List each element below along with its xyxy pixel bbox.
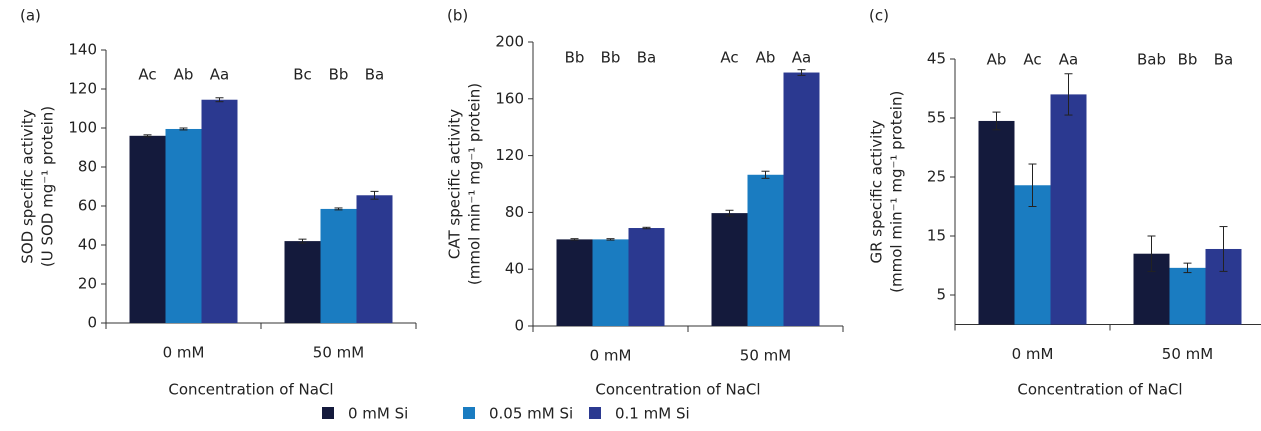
bar bbox=[556, 239, 593, 326]
y-tick-label: 140 bbox=[68, 41, 97, 59]
bar bbox=[978, 120, 1015, 325]
y-tick-label: 20 bbox=[78, 275, 97, 293]
x-axis-label: Concentration of NaCl bbox=[168, 381, 333, 399]
x-tick-label: 50 mM bbox=[740, 347, 791, 365]
x-axis-label: Concentration of NaCl bbox=[1017, 381, 1182, 399]
y-axis-label: CAT specific activity bbox=[446, 109, 464, 259]
significance-label: Aa bbox=[210, 66, 229, 84]
significance-label: Ba bbox=[637, 49, 656, 67]
legend-label: 0 mM Si bbox=[348, 405, 408, 423]
y-tick-label: 0 bbox=[87, 314, 97, 332]
bar bbox=[356, 195, 393, 323]
y-tick-label: 55 bbox=[927, 109, 946, 127]
panel-label: (a) bbox=[20, 7, 41, 25]
bar bbox=[165, 128, 202, 323]
significance-label: Ac bbox=[1023, 51, 1041, 69]
y-tick-label: 15 bbox=[927, 227, 946, 245]
y-tick-label: 25 bbox=[927, 168, 946, 186]
x-tick-label: 0 mM bbox=[590, 347, 632, 365]
y-tick-label: 120 bbox=[495, 146, 524, 164]
y-tick-label: 45 bbox=[927, 50, 946, 68]
y-tick-label: 120 bbox=[68, 80, 97, 98]
x-tick-label: 50 mM bbox=[313, 344, 364, 362]
y-tick-label: 40 bbox=[78, 236, 97, 254]
bar bbox=[1050, 94, 1087, 325]
significance-label: Ab bbox=[987, 51, 1007, 69]
legend-label: 0.1 mM Si bbox=[615, 405, 690, 423]
y-axis-label: (mmol min⁻¹ mg⁻¹ protein) bbox=[466, 83, 484, 285]
bar bbox=[201, 99, 238, 323]
panel-label: (b) bbox=[447, 7, 468, 25]
significance-label: Aa bbox=[792, 49, 811, 67]
significance-label: Aa bbox=[1059, 51, 1078, 69]
y-tick-label: 80 bbox=[505, 203, 524, 221]
significance-label: Bb bbox=[565, 49, 585, 67]
legend-label: 0.05 mM Si bbox=[489, 405, 573, 423]
y-tick-label: 160 bbox=[495, 89, 524, 107]
bar bbox=[129, 135, 166, 323]
significance-label: Ab bbox=[174, 66, 194, 84]
bar bbox=[628, 228, 665, 326]
bar bbox=[783, 72, 820, 326]
y-tick-label: 0 bbox=[514, 317, 524, 335]
legend-swatch bbox=[322, 407, 334, 419]
bar bbox=[747, 174, 784, 326]
significance-label: Bc bbox=[293, 66, 312, 84]
bar bbox=[1014, 185, 1051, 325]
significance-label: Ac bbox=[138, 66, 156, 84]
y-axis-label: GR specific activity bbox=[868, 120, 886, 264]
x-tick-label: 0 mM bbox=[1012, 345, 1054, 363]
significance-label: Bb bbox=[601, 49, 621, 67]
y-tick-label: 5 bbox=[936, 286, 946, 304]
significance-label: Bb bbox=[329, 66, 349, 84]
significance-label: Ba bbox=[1214, 51, 1233, 69]
y-tick-label: 40 bbox=[505, 260, 524, 278]
significance-label: Bab bbox=[1137, 51, 1166, 69]
significance-label: Ab bbox=[756, 49, 776, 67]
y-tick-label: 60 bbox=[78, 197, 97, 215]
legend-swatch bbox=[463, 407, 475, 419]
x-tick-label: 50 mM bbox=[1162, 345, 1213, 363]
bar bbox=[320, 208, 357, 323]
x-axis-label: Concentration of NaCl bbox=[595, 381, 760, 399]
bar bbox=[711, 213, 748, 326]
y-tick-label: 200 bbox=[495, 33, 524, 51]
y-axis-label: (mmol min⁻¹ mg⁻¹ protein) bbox=[888, 91, 906, 293]
significance-label: Bb bbox=[1178, 51, 1198, 69]
panel-label: (c) bbox=[869, 7, 889, 25]
y-axis-label: (U SOD mg⁻¹ protein) bbox=[39, 106, 57, 267]
y-tick-label: 80 bbox=[78, 158, 97, 176]
significance-label: Ac bbox=[720, 49, 738, 67]
bar bbox=[1169, 267, 1206, 325]
x-tick-label: 0 mM bbox=[163, 344, 205, 362]
y-tick-label: 100 bbox=[68, 119, 97, 137]
bar bbox=[592, 239, 629, 326]
legend-swatch bbox=[589, 407, 601, 419]
y-axis-label: SOD specific activity bbox=[19, 109, 37, 264]
bar bbox=[284, 241, 321, 323]
significance-label: Ba bbox=[365, 66, 384, 84]
